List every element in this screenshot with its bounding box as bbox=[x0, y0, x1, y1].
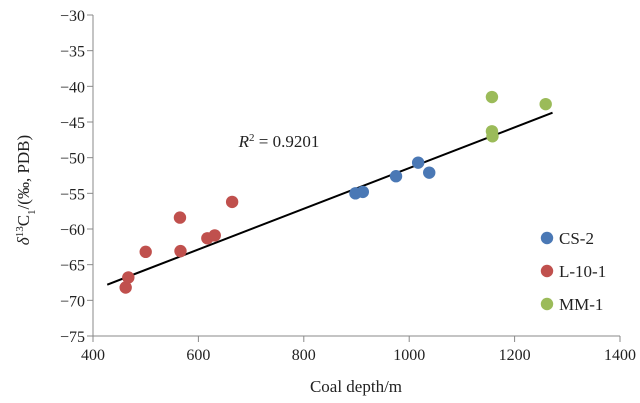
y-tick-label: −50 bbox=[60, 151, 85, 168]
y-axis-ticks: −75 −70 −65 −60 −55 −50 −45 −40 −35 −30 bbox=[60, 8, 93, 346]
data-point-l-10-1 bbox=[139, 245, 152, 259]
data-point-cs-2 bbox=[389, 170, 403, 183]
legend-label-l-10-1: L-10-1 bbox=[559, 262, 606, 281]
r-squared-var: R bbox=[238, 132, 250, 151]
r-squared-sup: 2 bbox=[249, 132, 255, 144]
legend-label-cs-2: CS-2 bbox=[559, 229, 594, 248]
data-point-mm-1 bbox=[485, 90, 499, 104]
data-point-mm-1 bbox=[486, 130, 499, 143]
legend: CS-2 L-10-1 MM-1 bbox=[540, 229, 606, 314]
data-point-l-10-1 bbox=[173, 211, 187, 224]
data-point-l-10-1 bbox=[174, 244, 187, 258]
x-tick-label: 600 bbox=[186, 347, 210, 364]
data-point-mm-1 bbox=[539, 97, 552, 111]
r-squared-value: = 0.9201 bbox=[255, 132, 320, 151]
x-tick-label: 1000 bbox=[393, 347, 425, 364]
y-axis-title-suffix: /(‰, PDB) bbox=[14, 135, 33, 210]
x-tick-label: 1200 bbox=[499, 347, 531, 364]
y-axis-title-main: C bbox=[14, 215, 33, 226]
x-axis-title: Coal depth/m bbox=[310, 377, 402, 396]
legend-marker-mm-1 bbox=[540, 297, 554, 311]
y-axis-title-sup: 13 bbox=[14, 226, 26, 238]
x-tick-label: 800 bbox=[292, 347, 316, 364]
data-point-cs-2 bbox=[356, 185, 370, 199]
y-tick-label: −35 bbox=[60, 44, 85, 61]
data-points bbox=[119, 90, 552, 294]
legend-label-mm-1: MM-1 bbox=[559, 295, 603, 314]
y-tick-label: −75 bbox=[60, 329, 85, 346]
y-tick-label: −45 bbox=[60, 115, 85, 132]
data-point-cs-2 bbox=[411, 156, 425, 169]
legend-marker-l-10-1 bbox=[540, 264, 554, 278]
y-tick-label: −40 bbox=[60, 79, 85, 96]
data-point-l-10-1 bbox=[119, 281, 132, 294]
y-axis-title-sub: 1 bbox=[26, 209, 38, 215]
legend-marker-cs-2 bbox=[540, 231, 554, 245]
x-tick-label: 1400 bbox=[604, 347, 636, 364]
data-point-l-10-1 bbox=[225, 195, 239, 209]
data-point-cs-2 bbox=[423, 166, 436, 179]
y-axis-title-prefix: δ bbox=[14, 236, 33, 245]
axes: 400 600 800 1000 1200 1400 −75 −70 −65 −60 −55 −50… bbox=[60, 8, 636, 364]
y-tick-label: −60 bbox=[60, 222, 85, 239]
x-tick-label: 400 bbox=[81, 347, 105, 364]
data-point-l-10-1 bbox=[122, 271, 135, 284]
trendline bbox=[106, 111, 553, 286]
y-axis-title: δ13C1/(‰, PDB) bbox=[14, 135, 38, 245]
y-tick-label: −70 bbox=[60, 293, 85, 310]
x-axis-ticks: 400 600 800 1000 1200 1400 bbox=[81, 336, 636, 364]
r-squared-annotation: R2 = 0.9201 bbox=[238, 132, 320, 151]
y-tick-label: −65 bbox=[60, 258, 85, 275]
data-point-l-10-1 bbox=[208, 229, 221, 242]
y-tick-label: −55 bbox=[60, 186, 85, 203]
y-tick-label: −30 bbox=[60, 8, 85, 25]
